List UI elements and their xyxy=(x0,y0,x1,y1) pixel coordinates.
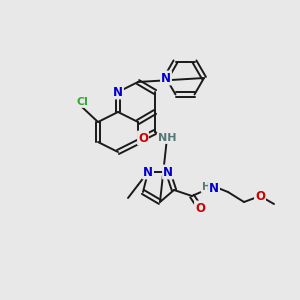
Text: O: O xyxy=(195,202,205,214)
Text: N: N xyxy=(113,85,123,98)
Text: N: N xyxy=(143,166,153,178)
Text: Cl: Cl xyxy=(76,97,88,107)
Text: N: N xyxy=(209,182,219,194)
Text: H: H xyxy=(202,182,210,192)
Text: N: N xyxy=(163,166,173,178)
Text: NH: NH xyxy=(158,133,176,143)
Text: O: O xyxy=(138,131,148,145)
Text: O: O xyxy=(255,190,265,202)
Text: N: N xyxy=(161,71,171,85)
